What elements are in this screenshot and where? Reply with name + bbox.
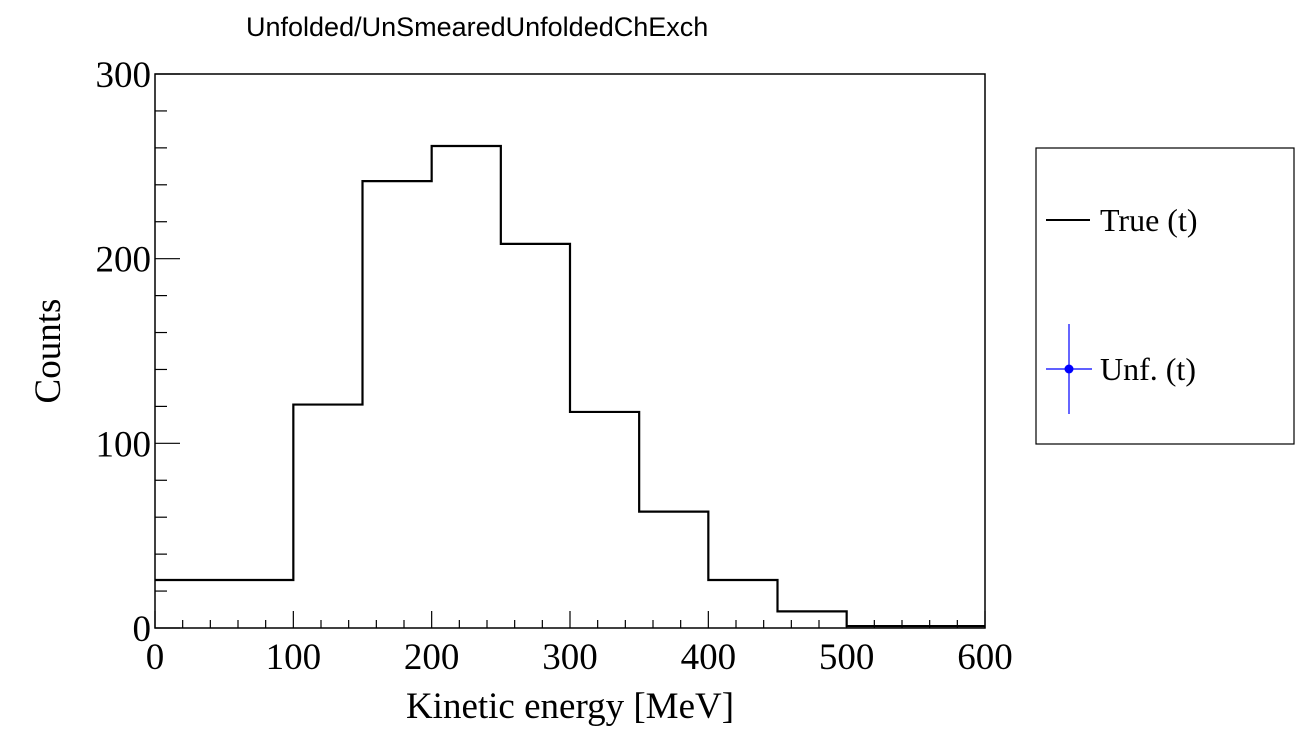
legend-box (1035, 147, 1295, 445)
true-histogram-line (155, 144, 985, 628)
y-tick-label: 0 (133, 609, 152, 650)
y-tick-label: 300 (96, 55, 152, 96)
x-tick-labels: 0 100 200 300 400 500 600 (146, 637, 1013, 678)
x-tick-label: 100 (266, 637, 322, 678)
legend: True (t) Unf. (t) (1035, 147, 1295, 445)
x-tick-label: 0 (146, 637, 165, 678)
x-tick-label: 300 (542, 637, 598, 678)
x-tick-label: 400 (681, 637, 737, 678)
x-axis-label: Kinetic energy [MeV] (406, 686, 734, 727)
legend-unf-label: Unf. (t) (1100, 351, 1196, 387)
y-axis-label: Counts (28, 299, 69, 404)
legend-unf-marker (1064, 364, 1074, 374)
x-tick-label: 500 (819, 637, 875, 678)
x-tick-label: 600 (957, 637, 1013, 678)
y-tick-labels: 0 100 200 300 (96, 55, 152, 650)
y-tick-label: 100 (96, 424, 152, 465)
y-tick-label: 200 (96, 240, 152, 281)
legend-true-label: True (t) (1100, 202, 1197, 238)
chart-title: Unfolded/UnSmearedUnfoldedChExch (246, 12, 708, 42)
x-tick-label: 200 (404, 637, 460, 678)
axis-ticks (154, 73, 986, 629)
